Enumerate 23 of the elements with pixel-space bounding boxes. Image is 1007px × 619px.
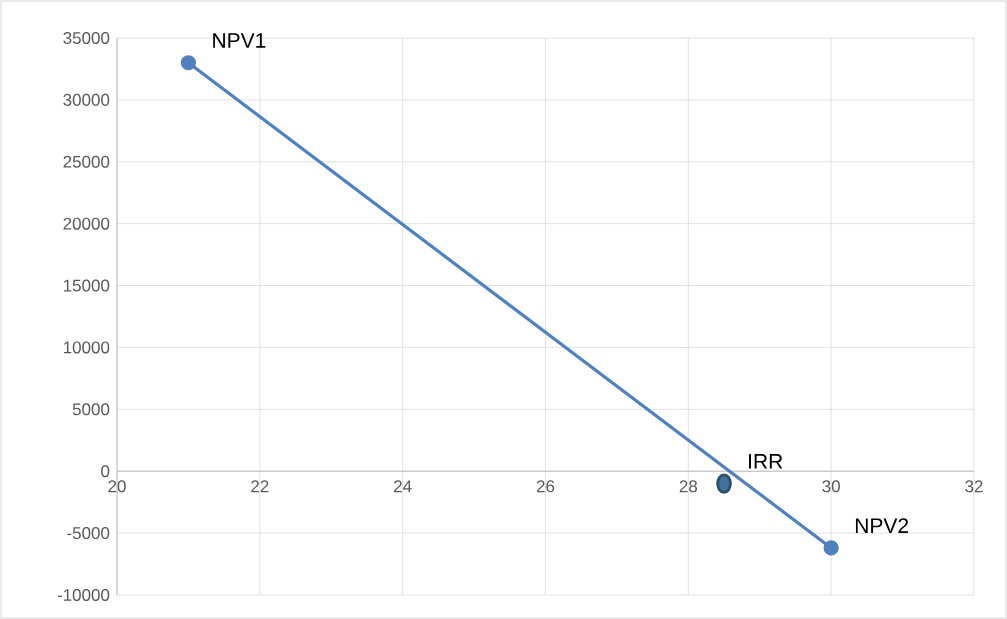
annotation: NPV2 [855,518,909,533]
y-tick-label: 15000 [63,279,110,292]
x-tick-label: 26 [536,480,555,493]
point [823,540,839,556]
y-tick-label: 20000 [63,217,110,230]
y-tick-label: 0 [101,465,110,478]
point [716,473,732,494]
x-tick-label: 30 [822,480,840,493]
y-tick-label: 35000 [63,31,110,44]
y-tick-label: -10000 [57,588,110,601]
annotation: IRR [749,454,783,469]
x-tick-label: 24 [394,480,412,493]
y-tick-label: -5000 [67,527,110,540]
annotation: NPV1 [213,33,266,48]
y-tick-label: 10000 [63,341,110,354]
x-tick-label: 32 [965,480,983,493]
y-tick-label: 30000 [63,93,110,106]
point [180,55,197,71]
y-tick-label: 5000 [72,403,110,416]
x-tick-label: 28 [679,480,698,493]
y-tick-label: 25000 [63,155,110,168]
x-tick-label: 20 [108,480,126,493]
x-tick-label: 22 [251,480,269,493]
